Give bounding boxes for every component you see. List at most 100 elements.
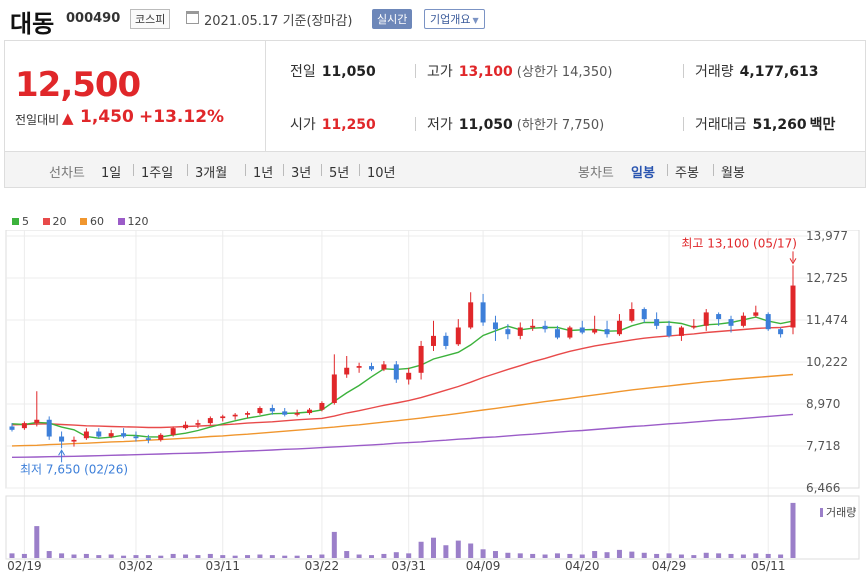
candle-body [145, 438, 151, 440]
candle-body [257, 408, 263, 414]
volume-bar [34, 526, 40, 558]
candle-body [195, 423, 201, 425]
volume-bar [455, 540, 461, 558]
candle-body [282, 411, 288, 415]
volume-cell: 거래량 4,177,613 [695, 61, 818, 81]
volume-bar [505, 552, 511, 558]
stock-header: 대동 000490 코스피 2021.05.17 기준(장마감) 실시간 기업개… [0, 0, 866, 38]
candle-weekly[interactable]: 주봉 [675, 166, 699, 181]
legend-label: 20 [52, 215, 67, 228]
volume-bar [59, 553, 65, 558]
divider [415, 117, 416, 131]
candle-body [592, 329, 598, 333]
open-value: 11,250 [321, 117, 376, 133]
volume-bar [691, 555, 697, 558]
price-panel: 12,500 전일대비 ▲ 1,450 +13.12% [5, 41, 266, 151]
y-tick-label: 13,977 [806, 230, 848, 243]
legend-swatch [80, 218, 87, 225]
company-overview-button[interactable]: 기업개요 ▼ [424, 9, 485, 29]
candle-body [121, 433, 127, 437]
period-1y[interactable]: 1년 [253, 166, 274, 181]
moving-average-lines [11, 316, 794, 458]
axis-labels: 13,977 12,725 11,474 10,222 8,970 7,718 6,466 0… [7, 230, 856, 573]
candle-body [443, 335, 449, 346]
volume-bar [418, 541, 424, 558]
volume-bar [641, 552, 647, 558]
candle-body [753, 312, 759, 316]
realtime-button[interactable]: 실시간 [372, 9, 413, 29]
candle-body [740, 315, 746, 326]
candle-body [381, 364, 387, 370]
legend-ma120: 120 [117, 215, 149, 228]
lower-limit: (하한가 7,750) [516, 118, 605, 133]
change-label: 전일대비 [15, 113, 60, 127]
volume-bar [381, 553, 387, 558]
y-tick-label: 6,466 [806, 481, 840, 495]
period-1d[interactable]: 1일 [101, 166, 122, 181]
volume-bar [294, 555, 300, 558]
candle-body [666, 325, 672, 336]
volume-bar [728, 553, 734, 558]
volume-bar [443, 545, 449, 558]
volume-bar [678, 554, 684, 558]
period-3m[interactable]: 3개월 [195, 166, 228, 181]
candle-body [245, 413, 251, 415]
volume-bar [753, 553, 759, 558]
period-10y[interactable]: 10년 [367, 166, 396, 181]
stock-code: 000490 [66, 11, 121, 26]
calendar-icon [186, 11, 199, 24]
ma-legend: 5 20 60 120 [12, 215, 159, 228]
candle-body [21, 423, 27, 429]
market-badge: 코스피 [130, 9, 171, 29]
candle-body [530, 325, 536, 328]
volume-bar [592, 551, 598, 558]
divider [321, 164, 322, 176]
change-value: 1,450 [80, 107, 134, 127]
candle-body [492, 322, 498, 330]
legend-ma60: 60 [80, 215, 104, 228]
volume-bar [220, 555, 226, 558]
volume-bar [183, 554, 189, 558]
prev-close-label: 전일 [290, 64, 316, 80]
volume-bar [121, 555, 127, 558]
candle-daily[interactable]: 일봉 [631, 166, 655, 181]
candle-body [220, 416, 226, 419]
candle-body [46, 419, 52, 437]
volume-bar [393, 552, 399, 558]
volume-bar [579, 554, 585, 558]
y-tick-label: 11,474 [806, 313, 848, 327]
volume-bar [765, 553, 771, 558]
quote-box: 12,500 전일대비 ▲ 1,450 +13.12% 전일 11,050 고가 1… [4, 40, 866, 152]
volume-bar [133, 555, 139, 558]
volume-bar [616, 549, 622, 558]
volume-label: 거래량 [695, 64, 734, 80]
volume-bar [232, 555, 238, 558]
candle-body [579, 327, 585, 333]
high-arrow-head [789, 258, 797, 265]
period-3y[interactable]: 3년 [291, 166, 312, 181]
candle-body [691, 325, 697, 328]
volume-bar [492, 551, 498, 558]
amount-unit: 백만 [809, 117, 836, 133]
volume-bar [319, 554, 325, 558]
legend-swatch [42, 218, 50, 225]
period-1w[interactable]: 1주일 [141, 166, 174, 181]
candle-body [319, 402, 325, 410]
period-5y[interactable]: 5년 [329, 166, 350, 181]
candle-body [108, 433, 114, 437]
candle-monthly[interactable]: 월봉 [721, 166, 745, 181]
candle-body [790, 285, 796, 328]
divider [283, 164, 284, 176]
volume-bar [468, 543, 474, 558]
low-arrow-head [58, 449, 66, 456]
low-annotation: 최저 7,650 (02/26) [20, 462, 128, 476]
price-chart[interactable]: 13,977 12,725 11,474 10,222 8,970 7,718 6,466 0… [0, 230, 866, 580]
caret-down-icon: ▼ [472, 16, 479, 25]
candle-body [71, 439, 77, 442]
volume-bar [790, 502, 796, 558]
volume-bar [9, 553, 15, 558]
candle-body [170, 428, 176, 435]
candle-body [344, 367, 350, 375]
chart-grid [5, 230, 860, 568]
volume-legend-swatch [820, 508, 823, 517]
